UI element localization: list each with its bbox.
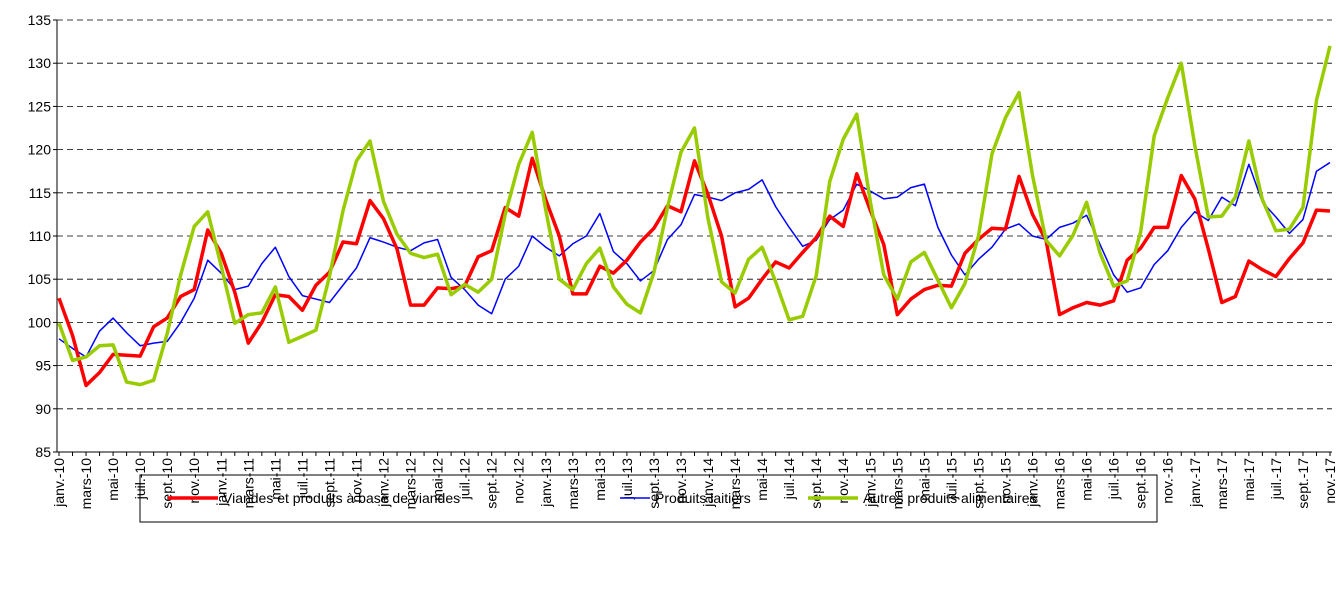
x-tick-label: juil.-11 bbox=[294, 458, 310, 499]
x-tick-label: janv.-11 bbox=[213, 458, 229, 507]
x-tick-label: juil.-13 bbox=[619, 458, 635, 500]
y-tick-label: 105 bbox=[28, 271, 52, 287]
x-tick-label: juil.-15 bbox=[943, 458, 959, 500]
x-tick-label: nov.-12 bbox=[511, 458, 527, 504]
x-tick-label: sept.-12 bbox=[484, 458, 500, 509]
x-tick-label: mars-10 bbox=[78, 458, 94, 510]
x-tick-label: janv.-14 bbox=[700, 458, 716, 508]
x-tick-label: mai-11 bbox=[267, 458, 283, 500]
y-tick-label: 95 bbox=[35, 358, 51, 374]
y-tick-label: 115 bbox=[29, 185, 52, 201]
x-tick-label: mai-17 bbox=[1241, 458, 1257, 501]
y-tick-label: 120 bbox=[28, 142, 52, 158]
x-tick-label: sept.-10 bbox=[159, 458, 175, 509]
x-tick-label: nov.-13 bbox=[673, 458, 689, 504]
x-tick-label: mai-14 bbox=[754, 458, 770, 501]
x-tick-label: sept.-15 bbox=[970, 458, 986, 509]
x-tick-label: nov.-16 bbox=[1160, 458, 1176, 504]
y-tick-label: 90 bbox=[35, 401, 51, 417]
x-tick-label: sept.-17 bbox=[1295, 458, 1311, 509]
y-tick-label: 130 bbox=[28, 55, 52, 71]
x-tick-label: nov.-11 bbox=[348, 458, 364, 503]
legend-label: Autres produits alimentaires bbox=[863, 490, 1037, 506]
x-tick-label: janv.-16 bbox=[1025, 458, 1041, 508]
x-tick-label: janv.-12 bbox=[376, 458, 392, 508]
x-tick-label: juil.-14 bbox=[781, 458, 797, 500]
x-tick-label: janv.-17 bbox=[1187, 458, 1203, 508]
x-tick-label: mars-17 bbox=[1214, 458, 1230, 510]
x-tick-label: nov.-14 bbox=[835, 458, 851, 504]
legend-label: Viandes et produits à base de viandes bbox=[223, 490, 460, 506]
x-tick-label: juil.-10 bbox=[132, 458, 148, 500]
y-tick-label: 110 bbox=[29, 228, 52, 244]
x-tick-label: mars-16 bbox=[1052, 458, 1068, 510]
x-tick-label: mars-13 bbox=[565, 458, 581, 510]
x-tick-label: mai-13 bbox=[592, 458, 608, 501]
x-tick-label: sept.-14 bbox=[808, 458, 824, 509]
x-tick-label: sept.-13 bbox=[646, 458, 662, 509]
x-tick-label: mai-15 bbox=[916, 458, 932, 501]
x-tick-label: juil.-12 bbox=[457, 458, 473, 500]
y-tick-label: 100 bbox=[28, 314, 52, 330]
x-tick-label: mars-14 bbox=[727, 458, 743, 510]
x-tick-label: janv.-15 bbox=[862, 458, 878, 508]
y-tick-label: 125 bbox=[28, 98, 52, 114]
x-tick-label: sept.-11 bbox=[321, 458, 337, 508]
x-tick-label: mars-15 bbox=[889, 458, 905, 510]
x-tick-label: sept.-16 bbox=[1133, 458, 1149, 509]
y-tick-label: 135 bbox=[28, 12, 52, 28]
x-tick-label: janv.-13 bbox=[538, 458, 554, 508]
x-tick-label: nov.-10 bbox=[186, 458, 202, 504]
x-tick-label: nov.-15 bbox=[997, 458, 1013, 504]
x-tick-label: mars-11 bbox=[240, 458, 256, 509]
x-tick-label: mars-12 bbox=[403, 458, 419, 510]
x-tick-label: nov.-17 bbox=[1322, 458, 1336, 504]
y-tick-label: 85 bbox=[35, 444, 51, 460]
x-tick-label: juil.-17 bbox=[1268, 458, 1284, 500]
series-line bbox=[57, 156, 1331, 388]
x-tick-label: juil.-16 bbox=[1106, 458, 1122, 500]
legend-label: Produits laitiers bbox=[655, 490, 751, 506]
x-tick-label: mai-10 bbox=[105, 458, 121, 501]
x-tick-label: mai-12 bbox=[430, 458, 446, 501]
x-tick-label: janv.-10 bbox=[51, 458, 67, 508]
x-tick-label: mai-16 bbox=[1079, 458, 1095, 501]
series-line bbox=[57, 45, 1332, 387]
series-line bbox=[58, 161, 1331, 358]
